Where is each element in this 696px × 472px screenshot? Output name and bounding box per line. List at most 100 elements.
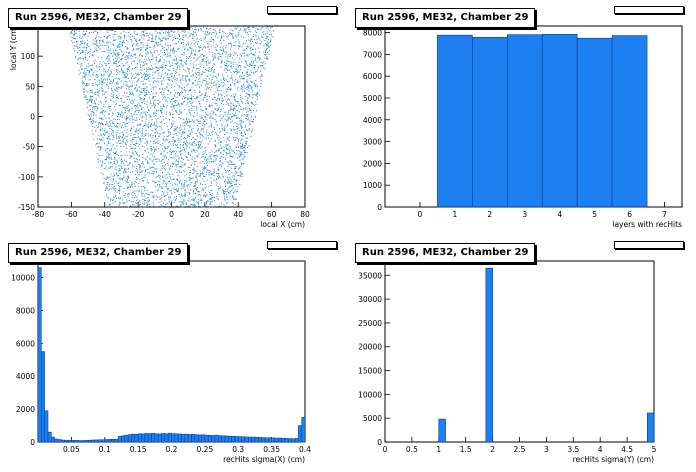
scatter-point: [244, 28, 246, 30]
scatter-point: [155, 130, 157, 132]
scatter-point: [173, 139, 175, 141]
scatter-point: [115, 53, 116, 55]
scatter-point: [183, 202, 185, 204]
scatter-point: [220, 53, 222, 55]
scatter-point: [169, 54, 171, 56]
scatter-point: [173, 133, 175, 135]
scatter-point: [107, 190, 109, 192]
scatter-point: [86, 85, 88, 87]
scatter-point: [142, 132, 144, 134]
scatter-point: [216, 178, 217, 180]
scatter-point: [180, 184, 182, 186]
scatter-point: [98, 83, 100, 85]
scatter-point: [112, 121, 114, 123]
scatter-point: [229, 136, 230, 138]
scatter-point: [166, 156, 168, 158]
scatter-point: [247, 55, 249, 57]
scatter-point: [241, 145, 243, 147]
scatter-point: [94, 37, 96, 39]
scatter-point: [173, 37, 175, 39]
scatter-point: [134, 181, 136, 183]
scatter-point: [228, 110, 230, 112]
scatter-point: [225, 186, 227, 187]
scatter-point: [148, 199, 150, 201]
scatter-point: [185, 28, 187, 30]
scatter-point: [182, 158, 184, 160]
scatter-point: [235, 199, 237, 200]
scatter-point: [78, 57, 80, 59]
scatter-point: [206, 202, 208, 204]
scatter-point: [115, 61, 117, 63]
scatter-point: [208, 106, 210, 108]
scatter-point: [109, 138, 111, 140]
scatter-point: [226, 152, 228, 154]
scatter-point: [152, 34, 154, 36]
scatter-point: [226, 65, 227, 67]
scatter-point: [227, 176, 229, 178]
scatter-point: [261, 75, 263, 77]
scatter-point: [247, 45, 249, 47]
scatter-point: [210, 180, 212, 182]
scatter-point: [144, 200, 145, 202]
scatter-point: [172, 30, 174, 32]
scatter-point: [177, 144, 179, 146]
scatter-point: [238, 104, 240, 106]
scatter-point: [219, 165, 220, 167]
x-tick-label: 5: [592, 210, 597, 219]
scatter-point: [99, 112, 101, 114]
scatter-point: [132, 44, 133, 46]
scatter-point: [177, 163, 179, 165]
scatter-point: [266, 49, 268, 51]
scatter-point: [263, 52, 265, 54]
scatter-point: [193, 160, 195, 162]
y-tick-label: 3000: [363, 138, 382, 147]
scatter-point: [137, 203, 139, 205]
scatter-point: [198, 120, 200, 122]
scatter-point: [253, 83, 255, 85]
scatter-point: [221, 102, 223, 104]
scatter-point: [229, 170, 231, 171]
scatter-point: [263, 44, 265, 46]
scatter-point: [101, 65, 103, 67]
scatter-point: [213, 171, 215, 173]
scatter-point: [187, 102, 189, 104]
scatter-point: [105, 79, 106, 81]
scatter-point: [239, 171, 241, 173]
scatter-point: [212, 75, 214, 77]
scatter-point: [119, 193, 120, 195]
scatter-point: [119, 38, 121, 40]
scatter-point: [82, 77, 84, 79]
scatter-point: [167, 152, 168, 154]
scatter-point: [255, 94, 257, 96]
scatter-point: [210, 194, 211, 195]
scatter-point: [269, 30, 271, 32]
scatter-point: [149, 93, 151, 95]
scatter-point: [230, 179, 232, 181]
scatter-point: [158, 32, 160, 34]
scatter-point: [112, 151, 114, 153]
scatter-point: [270, 33, 272, 35]
scatter-point: [117, 90, 119, 92]
scatter-point: [237, 157, 239, 159]
scatter-point: [238, 61, 240, 63]
scatter-point: [174, 79, 176, 80]
scatter-point: [211, 86, 213, 88]
scatter-point: [114, 158, 116, 160]
scatter-point: [204, 38, 206, 40]
scatter-point: [91, 92, 93, 94]
scatter-point: [99, 42, 101, 44]
scatter-point: [129, 162, 131, 164]
scatter-point: [212, 44, 214, 46]
scatter-point: [90, 115, 92, 117]
scatter-point: [190, 182, 192, 184]
scatter-point: [97, 107, 99, 109]
scatter-point: [112, 79, 114, 81]
scatter-point: [215, 159, 217, 161]
scatter-point: [189, 120, 191, 122]
scatter-point: [125, 171, 126, 173]
scatter-point: [142, 161, 143, 163]
scatter-point: [115, 194, 117, 196]
scatter-point: [236, 133, 238, 135]
scatter-point: [150, 191, 152, 193]
scatter-point: [217, 89, 218, 91]
